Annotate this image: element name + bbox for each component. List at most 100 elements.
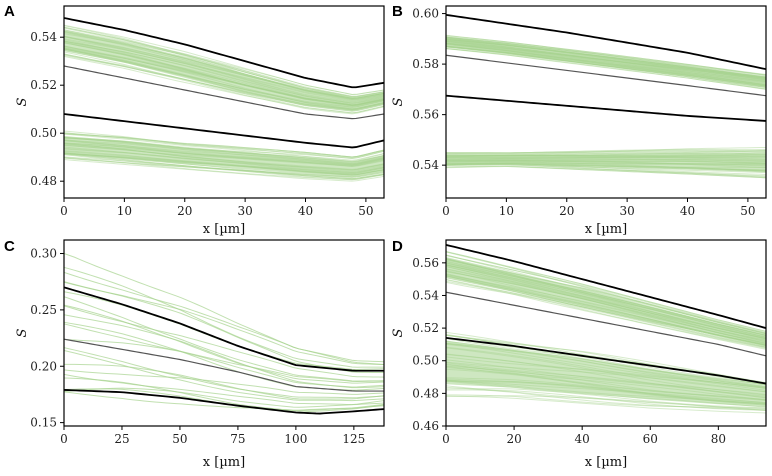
- panel-b-xtick-label: 0: [442, 204, 450, 218]
- panel-c-ensemble-line: [64, 271, 384, 363]
- panel-a-xtick-label: 0: [60, 204, 68, 218]
- panel-a-clip-group: [64, 17, 384, 182]
- panel-b-ensemble-line: [446, 43, 766, 86]
- panel-b-ensemble-line: [446, 42, 766, 83]
- panel-d-ensemble-line: [446, 250, 766, 335]
- panel-d-ensemble-line: [446, 379, 766, 404]
- panel-d-ensemble-line: [446, 258, 766, 336]
- panel-a-ensemble-line: [64, 35, 384, 101]
- panel-d-ensemble-line: [446, 255, 766, 333]
- panel-a-ensemble-line: [64, 50, 384, 112]
- panel-d-ytick-label: 0.56: [412, 256, 439, 270]
- panel-c-ytick-label: 0.25: [30, 303, 57, 317]
- panel-b-ensemble-line: [446, 36, 766, 77]
- panel-c-ensemble-line: [64, 349, 384, 402]
- panel-b-ensemble-line: [446, 163, 766, 172]
- panel-b-ensemble-line: [446, 154, 766, 158]
- panel-c-clip-group: [64, 253, 384, 415]
- panel-d-ytick-label: 0.48: [412, 386, 439, 400]
- panel-a-ytick-label: 0.50: [30, 126, 57, 140]
- panel-b-xtick-label: 10: [499, 204, 514, 218]
- panel-d-ensemble-line: [446, 389, 766, 411]
- panel-b-xtick-label: 40: [680, 204, 695, 218]
- panel-d-letter: D: [392, 238, 403, 255]
- panel-a-ensemble-line: [64, 26, 384, 100]
- panel-a-ensemble-line: [64, 130, 384, 158]
- panel-d-ensemble-line: [446, 377, 766, 405]
- panel-a-series-mean: [64, 65, 384, 120]
- panel-a-ensemble-line: [64, 157, 384, 178]
- panel-c-ensemble-line: [64, 296, 384, 382]
- panel-d-ensemble-line: [446, 394, 766, 409]
- panel-b-ensemble-line: [446, 42, 766, 84]
- panel-b-ensemble-line: [446, 158, 766, 164]
- panel-d-ensemble-line: [446, 380, 766, 408]
- panel-b: B 0 10 20 30 40 50 0.54 0.56 0.58 0.60 x [µm] S: [391, 3, 767, 237]
- panel-a-letter: A: [4, 3, 15, 20]
- panel-a-ensemble-line: [64, 40, 384, 105]
- panel-d-ensemble-line: [446, 264, 766, 339]
- panel-a-ensemble-line: [64, 47, 384, 110]
- panel-b-ytick-label: 0.60: [412, 7, 439, 21]
- panel-a-ensemble-line: [64, 152, 384, 180]
- panel-d-ytick-label: 0.46: [412, 419, 439, 433]
- panel-d-ensemble-line: [446, 260, 766, 336]
- panel-d: D 0 20 40 60 80 0.46 0.48 0.50 0.52 0.54 0.56 x [µ…: [391, 238, 767, 470]
- panel-a-xtick-label: 40: [298, 204, 313, 218]
- panel-d-ensemble-line: [446, 368, 766, 400]
- panel-d-ensemble-line: [446, 365, 766, 401]
- panel-b-ytick-label: 0.58: [412, 57, 439, 71]
- panel-d-ytick-label: 0.52: [412, 321, 439, 335]
- panel-c-letter: C: [4, 238, 15, 255]
- panel-a-ensemble-line: [64, 148, 384, 173]
- panel-d-ensemble-line: [446, 251, 766, 332]
- panel-d-ensemble-line: [446, 342, 766, 386]
- panel-b-ensemble-line: [446, 38, 766, 79]
- panel-a-ensemble-line: [64, 139, 384, 165]
- panel-c-axes-frame: [63, 239, 385, 427]
- panel-a-xtick-label: 20: [177, 204, 192, 218]
- panel-d-ensemble-line: [446, 263, 766, 338]
- panel-a-xlabel: x [µm]: [203, 222, 245, 237]
- panel-c-ensemble-line: [64, 377, 384, 412]
- panel-a-ylabel: S: [15, 97, 30, 106]
- panel-d-ensemble-line: [446, 262, 766, 338]
- panel-b-ensemble-line: [446, 40, 766, 81]
- panel-b-ensemble-line: [446, 160, 766, 165]
- panel-b-ensemble-line: [446, 154, 766, 159]
- panel-d-ensemble-line: [446, 277, 766, 346]
- panel-b-ensemble-line: [446, 46, 766, 87]
- panel-b-xlabel: x [µm]: [585, 222, 627, 237]
- panel-d-ensemble-line: [446, 271, 766, 341]
- panel-b-ensemble-line: [446, 150, 766, 155]
- panel-b-xtick-label: 50: [740, 204, 755, 218]
- panel-a-plot-area: [64, 17, 384, 182]
- panel-c: C 0 25 50 75 100 125 0.15 0.20 0.25 0.30 x [µm] S: [4, 238, 385, 470]
- panel-c-xtick-label: 25: [114, 432, 129, 446]
- panel-a-ensemble-line: [64, 142, 384, 166]
- panel-b-ensemble-line: [446, 149, 766, 154]
- panel-a-ensemble-line: [64, 38, 384, 104]
- panel-a-ensemble-line: [64, 152, 384, 176]
- panel-b-ensemble-line: [446, 43, 766, 86]
- panel-a-xtick-label: 10: [117, 204, 132, 218]
- panel-b-ensemble-line: [446, 36, 766, 78]
- panel-c-axes: 0 25 50 75 100 125 0.15 0.20 0.25 0.30: [30, 247, 365, 446]
- panel-d-axes: 0 20 40 60 80 0.46 0.48 0.50 0.52 0.54 0.56: [412, 256, 726, 446]
- panel-b-ensemble-line: [446, 34, 766, 76]
- panel-a-series-upper-bound: [64, 17, 384, 89]
- panel-d-ensemble-band: [446, 250, 766, 350]
- panel-b-ensemble-line: [446, 36, 766, 76]
- panel-a-ytick-label: 0.52: [30, 78, 57, 92]
- panel-b-ensemble-line: [446, 154, 766, 158]
- panel-b-ensemble-line: [446, 162, 766, 166]
- panel-b-ensemble-line: [446, 48, 766, 88]
- panel-a-ensemble-line: [64, 153, 384, 178]
- panel-d-ensemble-fill: [446, 257, 766, 347]
- panel-a-ensemble-line: [64, 150, 384, 175]
- panel-b-axes-frame: [445, 5, 767, 199]
- panel-d-ensemble-line: [446, 365, 766, 401]
- panel-a-ensemble-line: [64, 136, 384, 161]
- panel-b-ensemble-line: [446, 152, 766, 158]
